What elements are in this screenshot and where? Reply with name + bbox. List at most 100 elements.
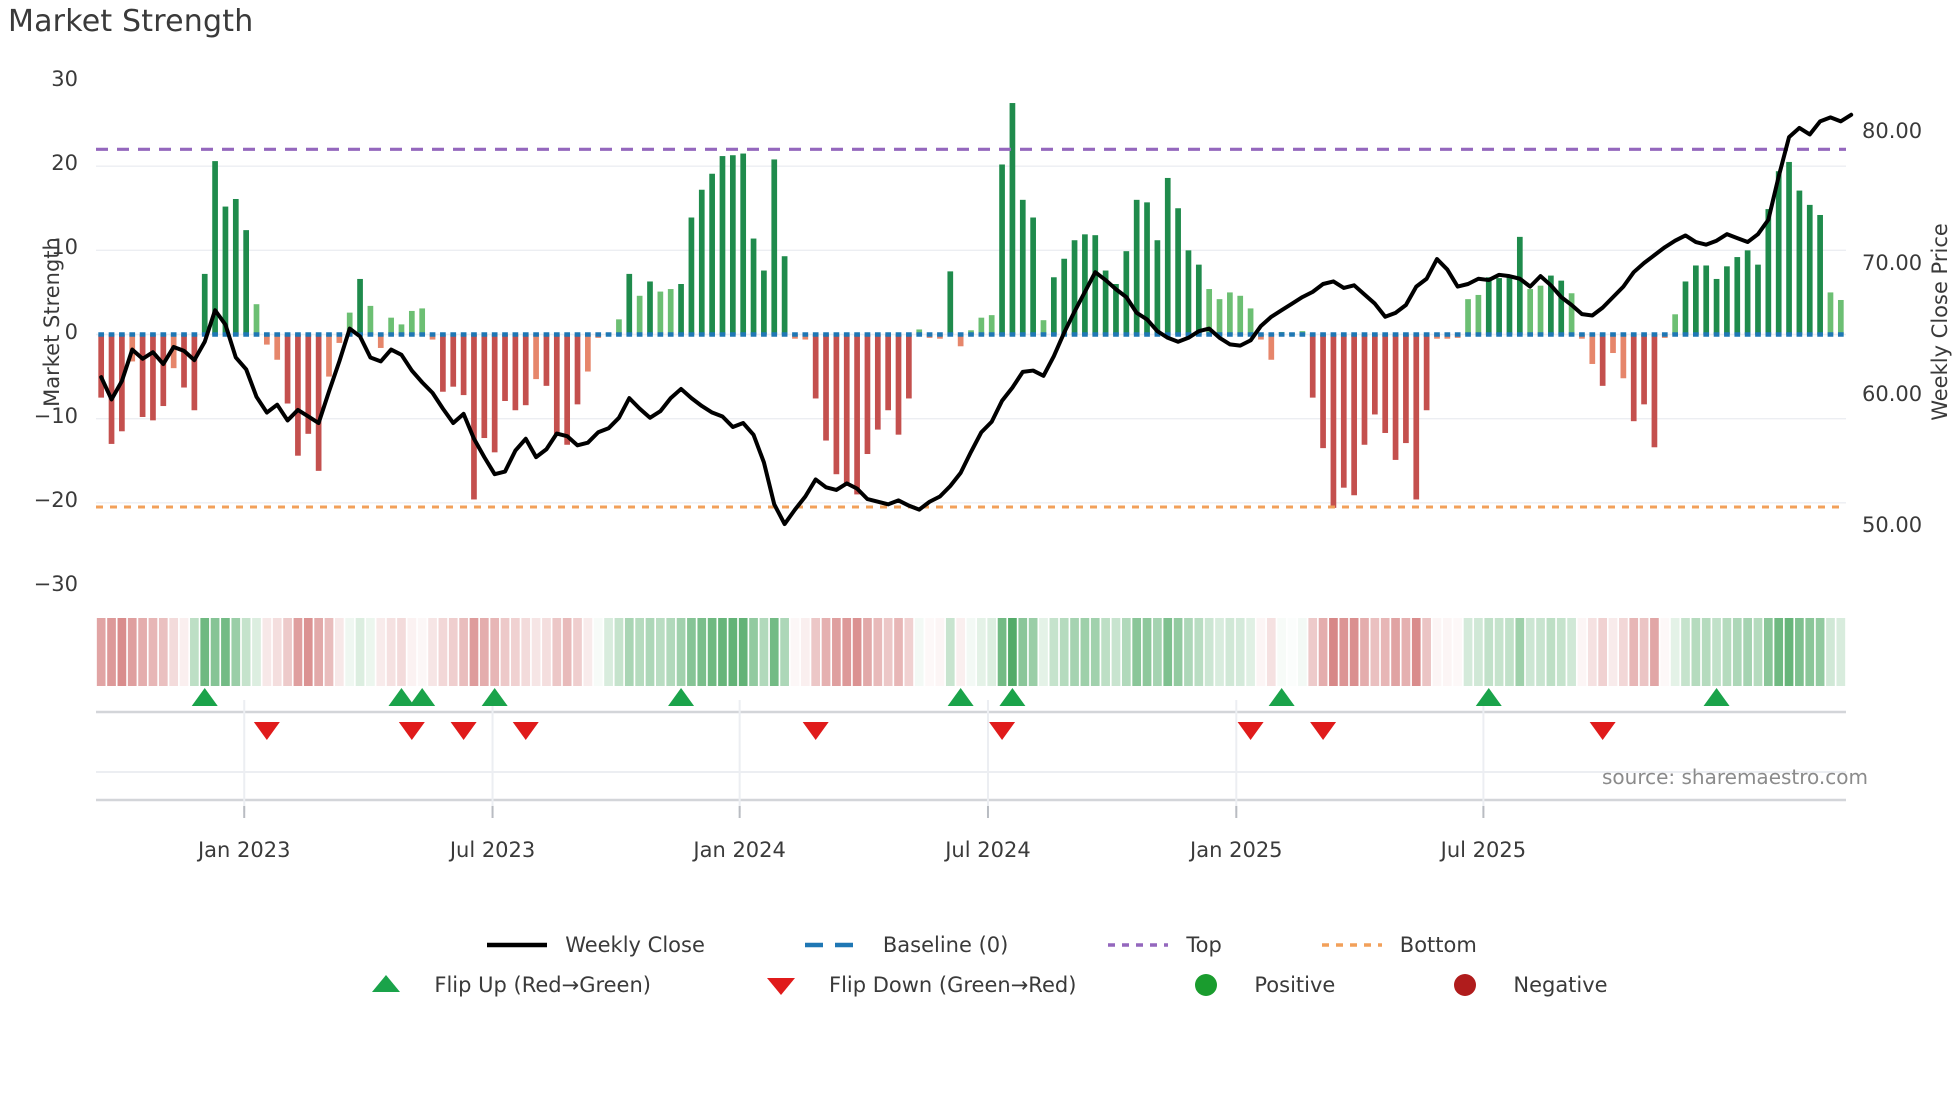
bar	[678, 284, 684, 335]
bar	[750, 238, 757, 335]
legend-item[interactable]: Flip Down (Green→Red)	[747, 965, 1076, 1005]
heatmap-cell	[1339, 618, 1349, 686]
bar	[1786, 161, 1792, 335]
heatmap-cell	[158, 618, 168, 686]
legend-swatch	[483, 931, 551, 959]
legend-item[interactable]: Weekly Close	[483, 925, 705, 965]
heatmap-cell	[832, 618, 841, 686]
y-tick-right: 70.00	[1862, 250, 1923, 275]
bar	[1610, 334, 1616, 354]
heatmap-cell	[221, 618, 230, 686]
bar	[1361, 334, 1368, 445]
heatmap-cell	[1826, 618, 1835, 686]
heatmap-cell	[1329, 618, 1338, 686]
heatmap-cell	[479, 618, 489, 686]
bar	[564, 334, 571, 445]
heatmap-cell	[138, 618, 147, 686]
heatmap-cell	[190, 618, 199, 686]
bar	[1641, 334, 1647, 405]
flip-up-marker	[999, 688, 1026, 706]
heatmap-cell	[1629, 618, 1639, 686]
legend-item[interactable]: Positive	[1172, 965, 1335, 1005]
bar	[1558, 280, 1565, 335]
heatmap-cell	[1132, 618, 1142, 686]
legend-item[interactable]: Bottom	[1318, 925, 1477, 965]
bar	[1496, 278, 1502, 335]
heatmap-cell	[448, 618, 458, 686]
heatmap-cell	[397, 618, 406, 686]
bar	[1734, 257, 1741, 335]
legend-row-top: Weekly Close Baseline (0) Top Bottom	[0, 925, 1960, 965]
heatmap-cell	[376, 618, 386, 686]
heatmap-cell	[1039, 618, 1048, 686]
bar	[98, 334, 105, 398]
heatmap-cell	[738, 618, 748, 686]
bar	[440, 334, 446, 392]
heatmap-cell	[1587, 618, 1597, 686]
heatmap-cell	[635, 618, 644, 686]
heatmap-cell	[107, 618, 116, 686]
bar	[1195, 264, 1202, 335]
heatmap-cell	[1743, 618, 1752, 686]
chart-legend: Weekly Close Baseline (0) Top Bottom Flip U…	[0, 925, 1960, 1005]
legend-item[interactable]: Negative	[1431, 965, 1608, 1005]
bar	[1775, 171, 1782, 335]
heatmap-cell	[749, 618, 758, 686]
flip-down-marker	[253, 722, 280, 740]
bar	[295, 334, 301, 456]
bar	[274, 334, 281, 360]
heatmap-cell	[1256, 618, 1266, 686]
heatmap-cell	[1805, 618, 1815, 686]
line-dashed-swatch-icon	[804, 942, 865, 948]
bar	[232, 198, 239, 335]
legend-item[interactable]: Top	[1104, 925, 1222, 965]
heatmap-cell	[562, 618, 572, 686]
bar	[1144, 202, 1150, 335]
legend-item[interactable]: Baseline (0)	[801, 925, 1008, 965]
bar	[885, 334, 892, 411]
bar	[1320, 334, 1326, 449]
bar	[315, 334, 322, 471]
heatmap-cell	[604, 618, 613, 686]
heatmap-cell	[490, 618, 500, 686]
heatmap-cell	[1546, 618, 1556, 686]
x-tick: Jan 2024	[693, 838, 786, 862]
bar	[1796, 190, 1803, 335]
heatmap-cell	[904, 618, 914, 686]
legend-item[interactable]: Flip Up (Red→Green)	[352, 965, 651, 1005]
bar	[1672, 314, 1678, 335]
flip-up-marker	[1703, 688, 1730, 706]
heatmap-cell	[1070, 618, 1079, 686]
line-dotted-swatch-icon	[1108, 943, 1169, 947]
heatmap-cell	[1701, 618, 1711, 686]
bar	[906, 334, 912, 399]
bar	[688, 217, 695, 335]
bar	[1837, 299, 1844, 335]
bar	[1227, 292, 1233, 335]
bar	[864, 334, 871, 455]
heatmap-cell	[1287, 618, 1297, 686]
heatmap-cell	[417, 618, 427, 686]
bar	[367, 305, 374, 335]
line-solid-swatch-icon	[487, 942, 548, 948]
legend-label: Negative	[1513, 973, 1608, 997]
heatmap-cell	[179, 618, 189, 686]
bar	[336, 334, 343, 343]
bar	[181, 334, 187, 388]
heatmap-cell	[800, 618, 810, 686]
bar	[698, 189, 705, 335]
bar	[1744, 250, 1751, 335]
flip-up-marker	[409, 688, 436, 706]
heatmap-cell	[894, 618, 903, 686]
bar	[1009, 103, 1016, 335]
heatmap-cell	[272, 618, 282, 686]
heatmap-cell	[1463, 618, 1473, 686]
heatmap-cell	[676, 618, 686, 686]
heatmap-cell	[1619, 618, 1628, 686]
bar	[1019, 199, 1026, 335]
flip-up-marker	[1268, 688, 1295, 706]
bar	[1423, 334, 1430, 411]
heatmap-cell	[1308, 618, 1318, 686]
